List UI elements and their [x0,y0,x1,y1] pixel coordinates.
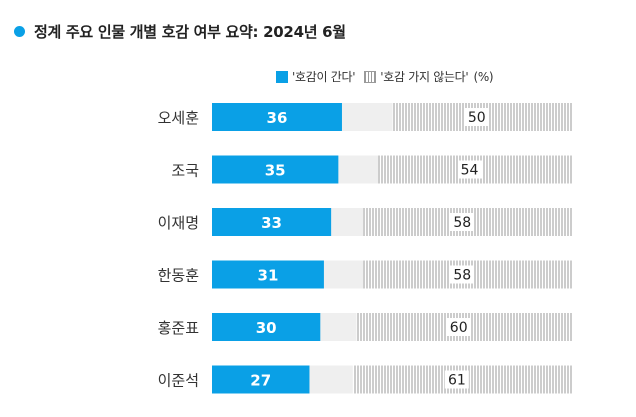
category-label: 이준석 [158,372,199,390]
value-label-like: 35 [265,162,286,180]
legend-label-dislike: '호감 가지 않는다' [380,70,469,84]
chart-title-row: 정계 주요 인물 개별 호감 여부 요약: 2024년 6월 [14,21,346,42]
legend-swatch-dislike-icon [364,70,377,83]
value-label-dislike: 50 [468,110,486,126]
value-label-like: 36 [267,109,288,127]
category-label: 이재명 [158,214,199,232]
value-label-bg [450,213,475,231]
legend-swatch-like-icon [276,70,288,83]
value-label-bg [464,108,489,126]
legend-label-like: '호감이 간다' [292,70,356,84]
category-label: 조국 [171,162,199,180]
value-label-bg [446,318,471,336]
value-label-bg [457,160,482,179]
category-label: 한동훈 [158,267,199,285]
bars-group: 오세훈 36 50 조국 35 54 이재명 33 58 한동훈 31 58 홍준표 30 60 이준석 27 6… [158,103,573,394]
value-label-dislike: 58 [453,215,471,231]
bar-like [212,155,339,184]
bar-like [212,103,342,131]
value-label-like: 27 [250,372,271,390]
bar-like [212,313,321,341]
bar-like [212,365,310,394]
value-label-dislike: 60 [450,320,468,336]
category-label: 홍준표 [158,319,200,337]
bar-like [212,208,332,236]
value-label-like: 31 [258,267,279,285]
chart-legend: '호감이 간다' '호감 가지 않는다' (%) [276,68,494,85]
value-label-dislike: 54 [461,163,479,179]
value-label-like: 33 [261,214,282,232]
value-label-dislike: 58 [453,268,471,284]
bar-like [212,260,324,289]
value-label-bg [450,265,475,284]
title-bullet-icon [14,26,25,37]
legend-unit-label: (%) [473,69,494,84]
value-label-like: 30 [256,319,277,337]
value-label-bg [444,370,469,389]
chart-title: 정계 주요 인물 개별 호감 여부 요약: 2024년 6월 [34,23,346,41]
value-label-dislike: 61 [448,373,466,389]
category-label: 오세훈 [158,109,199,127]
